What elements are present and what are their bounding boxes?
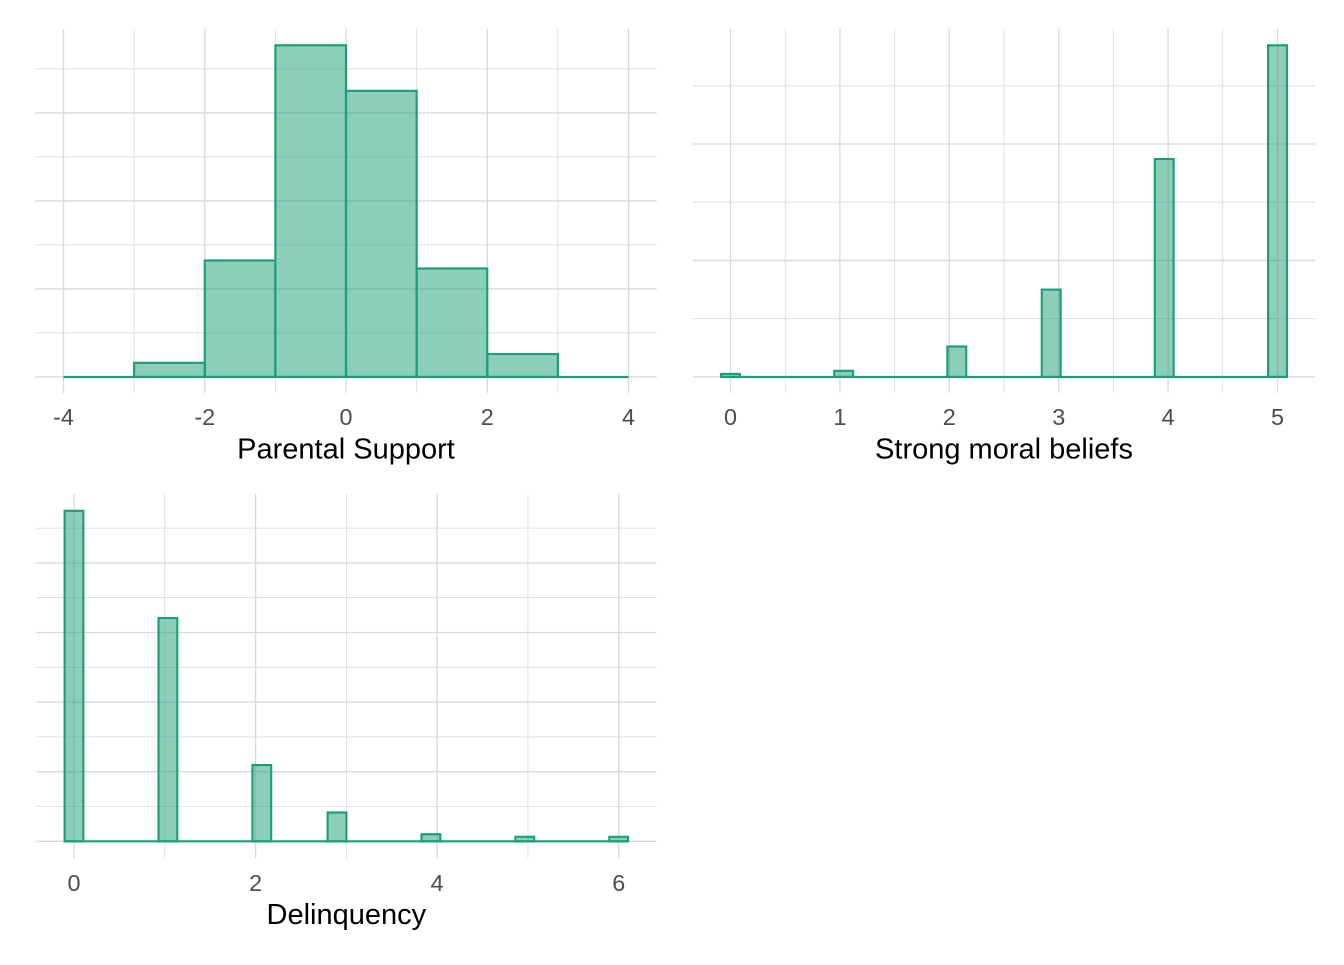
svg-text:0: 0	[67, 870, 80, 896]
svg-text:2: 2	[943, 404, 956, 430]
svg-text:2: 2	[249, 870, 262, 896]
svg-text:Delinquency: Delinquency	[267, 899, 427, 931]
svg-text:1: 1	[833, 404, 846, 430]
svg-text:0: 0	[724, 404, 737, 430]
svg-text:Parental Support: Parental Support	[237, 433, 455, 465]
svg-text:2: 2	[481, 404, 494, 430]
svg-text:3: 3	[1052, 404, 1065, 430]
svg-text:5: 5	[1271, 404, 1284, 430]
svg-text:-4: -4	[53, 404, 74, 430]
svg-text:-2: -2	[194, 404, 215, 430]
svg-text:0: 0	[339, 404, 352, 430]
svg-text:Strong moral beliefs: Strong moral beliefs	[875, 433, 1133, 465]
svg-text:4: 4	[622, 404, 635, 430]
svg-text:6: 6	[612, 870, 625, 896]
svg-text:4: 4	[1162, 404, 1175, 430]
svg-text:4: 4	[431, 870, 444, 896]
